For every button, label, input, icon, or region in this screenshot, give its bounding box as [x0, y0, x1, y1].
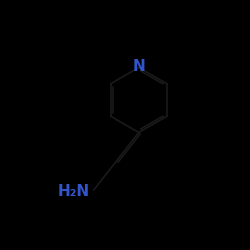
Text: H₂N: H₂N	[58, 184, 90, 199]
Text: N: N	[132, 59, 145, 74]
